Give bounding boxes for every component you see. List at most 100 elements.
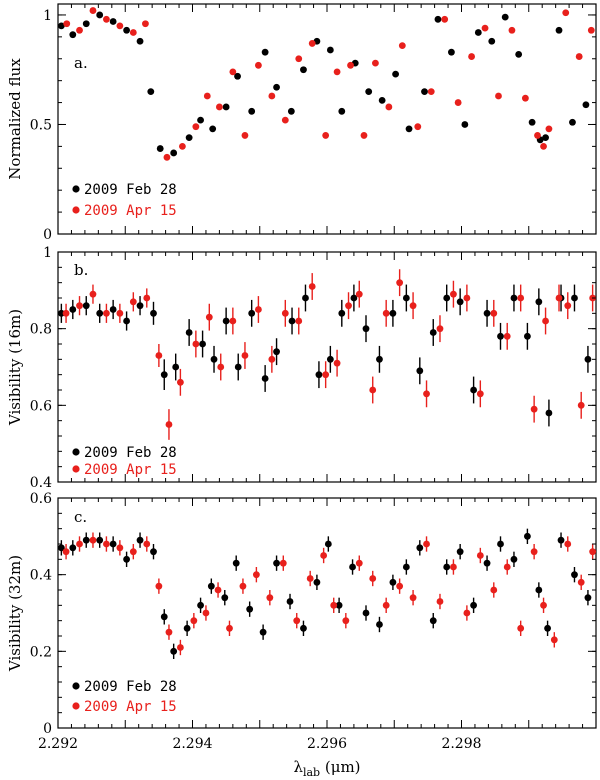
data-point — [287, 107, 295, 115]
data-point — [295, 317, 303, 325]
data-point — [369, 386, 377, 394]
data-point — [143, 294, 151, 302]
data-point — [396, 279, 404, 287]
data-point — [179, 142, 186, 150]
data-point — [461, 121, 469, 128]
panel-b-legend-feb: 2009 Feb 28 — [84, 445, 177, 461]
data-point — [273, 83, 280, 91]
data-point — [116, 309, 124, 317]
data-point — [414, 123, 422, 131]
data-point — [63, 20, 71, 28]
data-point — [261, 375, 269, 382]
data-point — [569, 118, 576, 126]
data-point — [255, 61, 262, 69]
data-point — [488, 37, 496, 45]
data-point — [229, 68, 237, 76]
data-point — [129, 548, 137, 556]
data-point — [584, 355, 592, 363]
panel-c-legend-feb: 2009 Feb 28 — [84, 679, 177, 695]
panel-c-legend-marker-apr — [72, 702, 80, 710]
data-point — [190, 617, 198, 625]
data-point — [376, 355, 383, 363]
data-point — [448, 48, 455, 56]
data-point — [226, 624, 233, 632]
data-point — [288, 317, 296, 325]
data-point — [232, 559, 240, 567]
data-point — [347, 61, 354, 69]
data-point — [528, 118, 536, 126]
data-point — [160, 613, 168, 621]
data-point — [142, 20, 149, 28]
data-point — [96, 536, 104, 544]
data-point — [214, 586, 222, 594]
data-point — [490, 586, 498, 594]
data-point — [534, 132, 541, 139]
panel-b-label: b. — [74, 261, 88, 279]
data-point — [463, 609, 471, 617]
data-point — [510, 555, 518, 563]
data-point — [476, 390, 484, 398]
data-point — [490, 309, 498, 317]
data-point — [396, 582, 404, 590]
data-point — [416, 367, 424, 375]
data-point — [385, 103, 393, 111]
data-point — [582, 101, 590, 109]
panel-c-legend-apr: 2009 Apr 15 — [84, 699, 177, 715]
data-point — [109, 18, 117, 25]
data-point — [503, 332, 511, 340]
data-point — [136, 37, 144, 45]
data-point — [197, 601, 204, 609]
data-point — [470, 601, 478, 609]
series-apr — [62, 532, 597, 656]
data-point — [156, 145, 164, 152]
series-apr — [62, 269, 597, 440]
x-tick-label: 2.296 — [307, 736, 347, 752]
data-point — [308, 283, 316, 290]
data-point — [69, 306, 77, 313]
data-point — [185, 134, 193, 142]
panel-a: 00.51 a. Normalized flux 2009 Feb 28 200… — [6, 3, 597, 243]
data-point — [293, 617, 301, 625]
data-point — [252, 571, 260, 579]
data-point — [266, 594, 274, 602]
y-tick-label: 0.6 — [30, 491, 52, 507]
data-point — [508, 26, 516, 34]
series-feb — [57, 11, 590, 157]
data-point — [524, 332, 531, 340]
data-point — [382, 601, 390, 609]
data-point — [545, 409, 553, 417]
data-point — [555, 26, 563, 34]
data-point — [421, 88, 428, 96]
y-tick-label: 0.4 — [30, 568, 52, 584]
data-point — [443, 563, 451, 571]
panel-a-axes: 00.51 — [30, 4, 597, 243]
data-point — [76, 302, 83, 310]
data-point — [427, 88, 435, 96]
y-tick-label: 0.5 — [30, 117, 52, 133]
data-point — [333, 359, 341, 367]
panel-a-marks — [57, 7, 595, 161]
data-point — [103, 309, 110, 317]
data-point — [103, 540, 110, 548]
data-point — [150, 548, 157, 556]
series-feb — [57, 528, 592, 659]
panel-b: 0.4 0.6 0.8 1 b. Visibility (16m) 2009 Feb … — [6, 245, 597, 491]
data-point — [306, 575, 314, 582]
panel-c-legend: 2009 Feb 28 2009 Apr 15 — [72, 679, 177, 715]
panel-b-legend: 2009 Feb 28 2009 Apr 15 — [72, 445, 177, 478]
panel-c-marks — [57, 528, 597, 659]
data-point — [136, 536, 144, 544]
data-point — [170, 149, 178, 157]
x-tick-label: 2.298 — [441, 736, 481, 752]
data-point — [123, 317, 130, 325]
data-point — [273, 348, 280, 356]
x-tick-label: 2.294 — [172, 736, 212, 752]
data-point — [300, 624, 307, 632]
panel-a-label: a. — [74, 54, 88, 72]
data-point — [76, 540, 83, 548]
data-point — [503, 563, 511, 571]
data-point — [221, 594, 229, 602]
panel-a-legend: 2009 Feb 28 2009 Apr 15 — [72, 182, 177, 219]
data-point — [571, 294, 578, 302]
